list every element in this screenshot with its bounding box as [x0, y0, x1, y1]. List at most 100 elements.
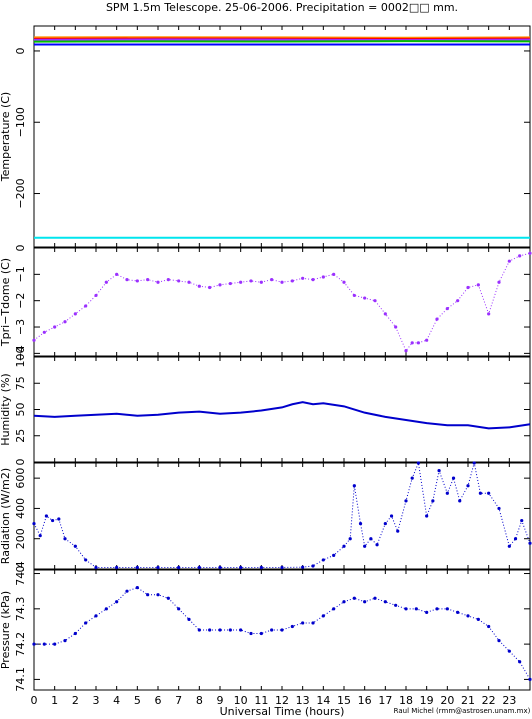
- pressure-point: [197, 628, 201, 632]
- humidity-ytick-label: 50: [14, 403, 27, 417]
- chart-title: SPM 1.5m Telescope. 25-06-2006. Precipit…: [106, 1, 458, 14]
- tpri-tdome-point: [73, 312, 77, 316]
- x-tick-label: 6: [155, 694, 162, 707]
- pressure-point: [301, 621, 305, 625]
- tpri-tdome-ytick-label: 0: [14, 245, 27, 252]
- radiation-point: [466, 484, 470, 488]
- tpri-tdome-point: [156, 280, 160, 284]
- pressure-point: [42, 642, 46, 646]
- radiation-ylabel: Radiation (W/m2): [0, 468, 12, 564]
- radiation-point: [239, 565, 243, 570]
- radiation-point: [84, 558, 88, 562]
- pressure-point: [259, 631, 263, 636]
- radiation-ytick-label: 200: [14, 528, 27, 549]
- temperature-ytick-label: 0: [14, 47, 27, 54]
- tpri-tdome-ytick-label: −4: [14, 345, 27, 361]
- humidity-ylabel: Humidity (%): [0, 373, 12, 445]
- radiation-point: [528, 541, 532, 545]
- radiation-point: [63, 537, 67, 541]
- radiation-point: [342, 544, 346, 548]
- radiation-point: [352, 484, 356, 488]
- tpri-tdome-point: [528, 251, 532, 255]
- radiation-point: [451, 476, 456, 480]
- tpri-tdome-point: [135, 279, 139, 283]
- radiation-trace: [33, 461, 531, 568]
- radiation-point: [197, 565, 201, 570]
- pressure-ytick-label: 74.3: [14, 597, 27, 622]
- x-axis-label: Universal Time (hours): [220, 705, 345, 718]
- x-tick-label: 13: [296, 694, 310, 707]
- radiation-ytick-label: 0: [14, 566, 27, 573]
- pressure-point: [239, 628, 243, 632]
- tpri-tdome-trace: [33, 252, 531, 352]
- x-tick-label: 21: [461, 694, 475, 707]
- temperature-series-2: [33, 38, 531, 42]
- tpri-tdome-point: [497, 280, 501, 284]
- radiation-point: [259, 565, 263, 570]
- humidity-series-0: [33, 401, 531, 430]
- tpri-tdome-point: [416, 341, 420, 345]
- pressure-ytick-label: 74.4: [14, 561, 27, 586]
- radiation-point: [431, 499, 435, 503]
- radiation-point: [311, 564, 315, 568]
- tpri-tdome-point: [177, 279, 181, 283]
- tpri-tdome-point: [228, 281, 232, 286]
- tpri-tdome-point: [311, 278, 315, 282]
- radiation-point: [389, 514, 394, 518]
- tpri-tdome-ytick-label: −2: [14, 293, 27, 309]
- pressure-ylabel: Pressure (kPa): [0, 591, 12, 669]
- x-tick-label: 15: [337, 694, 351, 707]
- tpri-tdome-point: [410, 341, 414, 345]
- x-tick-label: 20: [440, 694, 454, 707]
- temperature-ytick-label: −200: [14, 178, 27, 208]
- radiation-ytick-label: 400: [14, 498, 27, 519]
- pressure-point: [404, 607, 408, 611]
- pressure-ytick-label: 74.1: [14, 667, 27, 692]
- radiation-point: [497, 506, 501, 511]
- x-tick-label: 10: [234, 694, 248, 707]
- radiation-point: [396, 529, 400, 533]
- radiation-point: [44, 514, 49, 518]
- tpri-tdome-point: [208, 285, 212, 290]
- x-tick-label: 2: [72, 694, 79, 707]
- x-tick-label: 14: [316, 694, 330, 707]
- x-tick-label: 12: [275, 694, 289, 707]
- tpri-tdome-point: [146, 278, 150, 282]
- tpri-tdome-point: [270, 278, 274, 282]
- tpri-tdome-point: [249, 279, 253, 283]
- x-tick-label: 23: [502, 694, 516, 707]
- x-tick-label: 4: [113, 694, 120, 707]
- radiation-point: [156, 565, 160, 570]
- radiation-frame: [33, 462, 531, 570]
- pressure-point: [311, 621, 315, 625]
- x-tick-label: 19: [420, 694, 434, 707]
- radiation-point: [478, 491, 482, 495]
- tpri-tdome-point: [456, 299, 460, 303]
- tpri-tdome-point: [487, 312, 491, 316]
- tpri-tdome-ytick-label: −1: [14, 266, 27, 282]
- pressure-point: [104, 607, 108, 611]
- pressure-trace: [34, 587, 531, 680]
- pressure-point: [218, 628, 222, 632]
- humidity-frame: [33, 356, 531, 463]
- humidity-ytick-label: 25: [14, 429, 27, 443]
- temperature-ytick-label: −100: [14, 107, 27, 137]
- tpri-tdome-point: [187, 280, 191, 284]
- x-tick-label: 7: [175, 694, 182, 707]
- temperature-ylabel: Temperature (C): [0, 92, 12, 182]
- tpri-tdome-ytick-label: −3: [14, 319, 27, 335]
- x-tick-label: 8: [196, 694, 203, 707]
- humidity-ytick-label: 0: [14, 459, 27, 466]
- humidity-ytick-label: 75: [14, 376, 27, 390]
- radiation-point: [51, 518, 55, 523]
- pressure-point: [177, 607, 181, 611]
- x-tick-label: 1: [51, 694, 58, 707]
- temperature-series-3: [33, 40, 531, 43]
- x-tick-label: 5: [134, 694, 141, 707]
- x-tick-label: 17: [378, 694, 392, 707]
- pressure-point: [146, 593, 150, 597]
- radiation-point: [358, 521, 363, 526]
- radiation-point: [458, 499, 462, 503]
